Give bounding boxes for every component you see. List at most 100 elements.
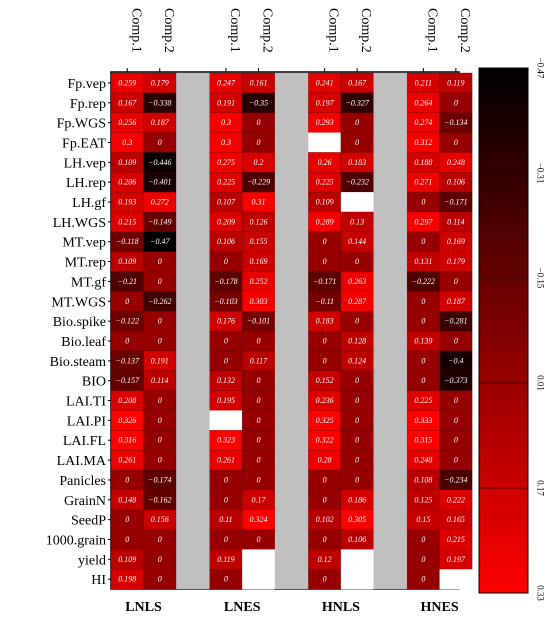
row-label: Fp.rep [70,97,106,112]
cell-value-label: 0.26 [318,158,332,167]
cell-value-label: 0.167 [118,98,137,107]
cell-value-label: 0.106 [348,535,366,544]
cell-value-label: 0 [355,436,359,445]
cell-value-label: 0.259 [118,78,136,87]
cell-value-label: −0.327 [345,98,369,107]
cell-value-label: 0 [256,436,260,445]
cell-value-label: 0.169 [249,257,267,266]
cell-value-label: 0 [125,535,129,544]
colorbar-tick-label: 0.17 [535,480,545,496]
group-gap [274,73,309,590]
row-label: BIO [82,375,106,390]
cell-value-label: 0.275 [217,158,235,167]
cell-value-label: 0.117 [250,356,268,365]
cell-value-label: −0.149 [148,217,171,226]
cell-value-label: 0.3 [122,138,132,147]
cell-value-label: −0.118 [116,237,139,246]
cell-value-label: 0.215 [447,535,465,544]
cell-value-label: 0.114 [151,376,168,385]
group-label: HNES [421,600,459,615]
cell-value-label: 0 [454,416,458,425]
cell-value-label: 0.289 [316,217,334,226]
column-label: Comp.1 [326,8,341,53]
cell-value-label: 0.225 [217,178,235,187]
cell-value-label: 0 [158,535,162,544]
cell-value-label: 0.305 [348,515,366,524]
cell-value-label: −0.162 [148,495,171,504]
cell-value-label: 0.215 [118,217,136,226]
cell-value-label: 0.333 [414,416,432,425]
cell-value-label: 0 [256,416,260,425]
colorbar-tick-label: 0.01 [535,375,545,391]
cell-value-label: −0.157 [116,376,140,385]
cell-value-label: 0 [454,436,458,445]
cell-value-label: −0.373 [444,376,467,385]
cell-value-label: 0 [355,456,359,465]
cell-value-label: 0 [158,436,162,445]
cell-value-label: 0.3 [221,138,231,147]
cell-value-label: 0.114 [447,217,464,226]
cell-value-label: 0 [454,277,458,286]
cell-value-label: 0.248 [414,456,432,465]
cell-value-label: 0 [158,277,162,286]
cell-value-label: 0.179 [447,257,465,266]
cell-value-label: 0 [256,118,260,127]
cell-value-label: 0 [158,138,162,147]
cell-value-label: 0.161 [249,78,267,87]
cell-value-label: 0 [454,98,458,107]
cell-value-label: 0.179 [151,78,169,87]
cell-value-label: 0.191 [217,98,235,107]
cell-value-label: 0 [224,535,228,544]
column-labels: Comp.1 Comp.2 Comp.1 Comp.2 Comp.1 Comp.2 Comp… [126,8,472,72]
cell-value-label: 0.264 [414,98,432,107]
cell-value-label: 0 [125,297,129,306]
cell-value-label: 0.191 [151,356,169,365]
colorbar: −0.47 −0.31 −0.15 0.01 0.17 0.33 [478,58,545,601]
cell-value-label: 0.165 [447,515,465,524]
heatmap-cell [242,549,275,570]
cell-value-label: 0 [158,257,162,266]
cell-value-label: 0 [256,396,260,405]
cell-value-label: −0.232 [345,178,368,187]
cell-value-label: 0 [355,416,359,425]
cell-value-label: −0.338 [148,98,171,107]
heatmap-cell [209,410,243,431]
cell-value-label: 0 [323,535,327,544]
row-label: MT.rep [65,256,106,271]
cell-value-label: 0.119 [447,78,464,87]
group-labels: LNLS LNES HNLS HNES [125,600,459,615]
cell-value-label: 0.303 [249,297,267,306]
cell-value-label: 0.195 [217,396,235,405]
cell-value-label: 0.287 [348,297,367,306]
cell-value-label: 0.322 [316,436,334,445]
cell-value-label: 0.167 [348,78,367,87]
cell-value-label: −0.21 [118,277,137,286]
cell-value-label: 0 [158,575,162,584]
row-label: Bio.steam [50,355,106,370]
cell-value-label: 0.263 [348,277,366,286]
cell-value-label: 0.324 [249,515,267,524]
cell-value-label: −0.137 [116,356,140,365]
row-label: LAI.FL [63,434,106,449]
cell-value-label: 0 [256,138,260,147]
cell-value-label: 0.187 [151,118,170,127]
row-label: Panicles [59,474,106,489]
cell-value-label: 0.187 [447,297,466,306]
cell-value-label: 0.155 [249,237,267,246]
row-label: Fp.WGS [57,117,106,132]
cell-value-label: 0 [355,257,359,266]
cell-value-label: 0.131 [414,257,432,266]
cell-value-label: 0.152 [316,376,334,385]
cell-value-label: −0.401 [148,178,171,187]
cell-value-label: 0.241 [316,78,334,87]
group-label: LNES [224,600,261,615]
cell-value-label: 0 [256,475,260,484]
cell-value-label: 0.109 [118,555,136,564]
cell-value-label: −0.446 [148,158,171,167]
cell-value-label: 0 [454,138,458,147]
cell-value-label: 0 [323,495,327,504]
group-label: HNLS [322,600,360,615]
cell-value-label: 0.274 [414,118,432,127]
cell-value-label: 0.126 [249,217,267,226]
